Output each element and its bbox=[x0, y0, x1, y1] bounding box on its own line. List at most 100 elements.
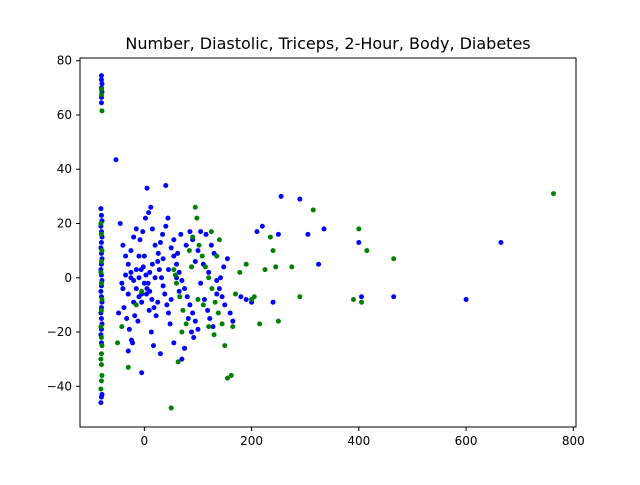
data-point-series-0 bbox=[230, 318, 236, 324]
data-point-series-0 bbox=[195, 248, 201, 254]
data-point-series-0 bbox=[140, 229, 146, 235]
y-tick-label: 20 bbox=[57, 217, 72, 231]
data-point-series-1 bbox=[364, 248, 370, 254]
data-point-series-1 bbox=[98, 307, 104, 313]
data-point-series-0 bbox=[498, 240, 504, 245]
data-point-series-0 bbox=[117, 221, 123, 227]
data-point-series-0 bbox=[259, 223, 265, 229]
data-point-series-0 bbox=[214, 291, 220, 297]
data-point-series-1 bbox=[215, 310, 221, 316]
data-point-series-1 bbox=[350, 296, 356, 302]
data-point-series-0 bbox=[198, 280, 204, 286]
data-point-series-1 bbox=[99, 248, 105, 254]
y-tick-label: −20 bbox=[47, 325, 72, 339]
data-point-series-0 bbox=[98, 288, 104, 294]
data-point-series-1 bbox=[139, 288, 145, 294]
data-point-series-0 bbox=[171, 253, 177, 259]
data-point-series-0 bbox=[146, 210, 152, 216]
data-point-series-1 bbox=[168, 405, 174, 411]
data-point-series-0 bbox=[149, 296, 155, 302]
y-tick-label: 0 bbox=[64, 271, 72, 285]
data-point-series-1 bbox=[177, 294, 183, 300]
data-point-series-0 bbox=[165, 215, 171, 221]
data-point-series-1 bbox=[211, 332, 217, 338]
data-point-series-1 bbox=[98, 92, 104, 98]
data-point-series-0 bbox=[139, 370, 145, 376]
data-point-series-0 bbox=[98, 77, 104, 83]
data-point-series-1 bbox=[99, 343, 105, 349]
data-point-series-0 bbox=[207, 315, 213, 321]
data-point-series-0 bbox=[143, 272, 149, 278]
data-point-series-0 bbox=[133, 286, 139, 292]
data-point-series-0 bbox=[125, 291, 131, 297]
data-point-series-1 bbox=[171, 267, 177, 273]
data-point-series-0 bbox=[150, 343, 156, 349]
data-point-series-0 bbox=[224, 256, 230, 262]
data-point-series-0 bbox=[187, 229, 193, 235]
data-point-series-1 bbox=[270, 248, 276, 254]
data-point-series-0 bbox=[270, 299, 276, 305]
data-point-series-0 bbox=[208, 242, 214, 248]
data-point-series-0 bbox=[99, 81, 105, 87]
data-point-series-0 bbox=[136, 253, 142, 259]
y-tick-label: 40 bbox=[57, 162, 72, 176]
data-point-series-1 bbox=[251, 294, 257, 300]
data-point-series-0 bbox=[243, 296, 249, 302]
data-point-series-0 bbox=[205, 307, 211, 313]
data-point-series-0 bbox=[210, 324, 216, 330]
x-tick-label: 800 bbox=[562, 434, 585, 448]
data-point-series-0 bbox=[146, 307, 152, 313]
data-point-series-1 bbox=[243, 261, 249, 267]
data-point-series-0 bbox=[98, 240, 104, 245]
data-point-series-1 bbox=[98, 269, 104, 275]
data-point-series-0 bbox=[135, 318, 141, 324]
data-point-series-1 bbox=[98, 378, 104, 384]
data-point-series-1 bbox=[119, 324, 125, 330]
x-tick-label: 200 bbox=[240, 434, 263, 448]
data-point-series-0 bbox=[98, 315, 104, 321]
data-point-series-0 bbox=[143, 291, 149, 297]
data-point-series-0 bbox=[141, 253, 147, 259]
data-point-series-1 bbox=[98, 386, 104, 392]
data-point-series-1 bbox=[219, 321, 225, 327]
data-point-series-1 bbox=[174, 280, 180, 286]
data-point-series-0 bbox=[189, 329, 195, 335]
data-point-series-0 bbox=[214, 277, 220, 283]
data-point-series-0 bbox=[151, 305, 157, 311]
data-point-series-0 bbox=[98, 100, 104, 106]
data-point-series-0 bbox=[191, 334, 197, 340]
data-point-series-0 bbox=[156, 267, 162, 273]
data-point-series-1 bbox=[175, 359, 181, 365]
data-point-series-0 bbox=[198, 229, 204, 235]
data-point-series-1 bbox=[212, 299, 218, 305]
data-point-series-0 bbox=[133, 267, 139, 273]
data-point-series-1 bbox=[133, 302, 139, 308]
data-point-series-1 bbox=[183, 321, 189, 327]
data-point-series-1 bbox=[189, 264, 195, 270]
data-point-series-0 bbox=[174, 261, 180, 267]
data-point-series-0 bbox=[216, 286, 222, 292]
data-point-series-1 bbox=[267, 234, 273, 240]
tick-group: 0 200 400 600 800 −40 −20 0 20 40 60 80 bbox=[47, 54, 585, 448]
data-point-series-1 bbox=[209, 286, 215, 292]
data-point-series-0 bbox=[356, 240, 362, 245]
data-point-series-0 bbox=[128, 248, 134, 254]
data-point-series-1 bbox=[98, 324, 104, 330]
data-point-series-1 bbox=[214, 253, 220, 259]
data-point-series-0 bbox=[182, 345, 188, 351]
data-point-series-0 bbox=[160, 256, 166, 262]
data-point-series-0 bbox=[155, 250, 161, 256]
data-point-series-1 bbox=[99, 296, 105, 302]
data-point-series-1 bbox=[125, 364, 131, 370]
data-point-series-0 bbox=[128, 275, 134, 281]
data-point-series-0 bbox=[153, 313, 159, 319]
data-point-series-1 bbox=[550, 191, 556, 197]
data-point-series-0 bbox=[164, 302, 170, 308]
data-point-series-1 bbox=[206, 275, 212, 281]
data-point-series-0 bbox=[157, 351, 163, 357]
data-point-series-0 bbox=[163, 183, 169, 189]
data-point-series-1 bbox=[172, 272, 178, 278]
data-point-series-0 bbox=[155, 299, 161, 305]
